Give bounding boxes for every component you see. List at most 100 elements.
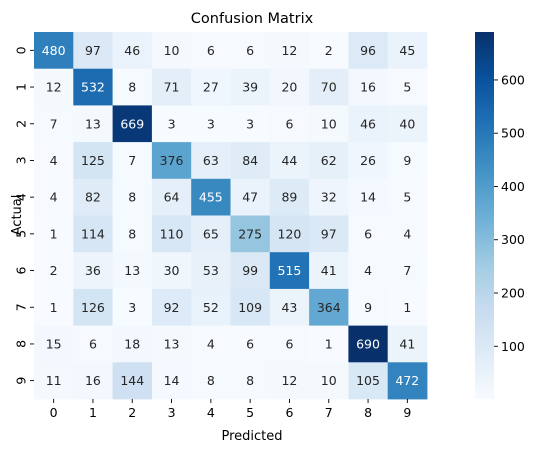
cell-value-label: 7 xyxy=(50,116,58,131)
chart-title: Confusion Matrix xyxy=(191,11,314,27)
heatmap-cell xyxy=(112,252,153,290)
heatmap-cell xyxy=(34,68,74,106)
heatmap-cell xyxy=(151,105,192,143)
y-axis-label: Actual xyxy=(10,195,25,236)
cell-value-label: 455 xyxy=(199,190,223,205)
cell-value-label: 46 xyxy=(360,116,376,131)
cell-value-label: 9 xyxy=(403,153,411,168)
cell-value-label: 4 xyxy=(207,336,215,351)
cell-value-label: 30 xyxy=(164,263,180,278)
heatmap-cell xyxy=(348,362,389,400)
y-tick-label: 3 xyxy=(14,156,29,164)
heatmap-cell xyxy=(151,215,192,253)
cell-value-label: 46 xyxy=(124,43,140,58)
heatmap-cell xyxy=(34,252,74,290)
cell-value-label: 65 xyxy=(203,226,219,241)
heatmap-cell xyxy=(73,32,113,70)
cell-value-label: 89 xyxy=(281,190,297,205)
cell-value-label: 8 xyxy=(207,373,215,388)
cell-value-label: 7 xyxy=(403,263,411,278)
heatmap-cell xyxy=(191,362,231,400)
cell-value-label: 376 xyxy=(160,153,184,168)
heatmap-cell xyxy=(34,362,74,400)
heatmap-cell xyxy=(112,68,153,106)
cell-value-label: 10 xyxy=(321,373,337,388)
heatmap-cell xyxy=(191,105,231,143)
heatmap-cell xyxy=(112,215,153,253)
heatmap-cell xyxy=(269,288,310,326)
cell-value-label: 10 xyxy=(321,116,337,131)
colorbar-tick-label: 400 xyxy=(501,179,525,194)
cell-value-label: 97 xyxy=(85,43,101,58)
heatmap-cell xyxy=(151,252,192,290)
heatmap-cell xyxy=(387,178,428,216)
cell-value-label: 71 xyxy=(164,80,180,95)
heatmap-cell xyxy=(348,215,389,253)
cell-value-label: 5 xyxy=(403,80,411,95)
cell-value-label: 40 xyxy=(399,116,415,131)
cell-value-label: 4 xyxy=(50,153,58,168)
heatmap-cell xyxy=(309,68,349,106)
heatmap-cell xyxy=(230,215,271,253)
cell-value-label: 105 xyxy=(356,373,380,388)
heatmap-cell xyxy=(348,105,389,143)
cell-value-label: 4 xyxy=(403,226,411,241)
cell-value-label: 16 xyxy=(360,80,376,95)
cell-value-label: 11 xyxy=(46,373,62,388)
cell-value-label: 15 xyxy=(46,336,62,351)
cell-value-label: 1 xyxy=(50,226,58,241)
cell-value-label: 8 xyxy=(246,373,254,388)
cell-value-label: 6 xyxy=(364,226,372,241)
heatmap-cell xyxy=(112,142,153,180)
cell-value-label: 144 xyxy=(120,373,144,388)
heatmap-cell xyxy=(348,142,389,180)
heatmap-cell xyxy=(230,288,271,326)
y-tick-label: 1 xyxy=(14,83,29,91)
heatmap-cell xyxy=(151,142,192,180)
x-axis-label: Predicted xyxy=(221,429,282,444)
heatmap-cell xyxy=(387,142,428,180)
heatmap-cell xyxy=(309,362,349,400)
cell-value-label: 47 xyxy=(242,190,258,205)
heatmap-cell xyxy=(387,68,428,106)
colorbar-tick-label: 100 xyxy=(501,339,525,354)
cell-value-label: 6 xyxy=(246,43,254,58)
heatmap-cell xyxy=(151,68,192,106)
heatmap-cell xyxy=(73,68,113,106)
heatmap-cell xyxy=(230,362,271,400)
cell-value-label: 32 xyxy=(321,190,337,205)
cell-value-label: 41 xyxy=(399,336,415,351)
heatmap-cell xyxy=(34,288,74,326)
heatmap-cell xyxy=(112,32,153,70)
cell-value-label: 20 xyxy=(281,80,297,95)
cell-value-label: 8 xyxy=(128,80,136,95)
cell-value-label: 6 xyxy=(285,116,293,131)
cell-value-label: 6 xyxy=(89,336,97,351)
x-tick-label: 1 xyxy=(89,405,97,420)
x-tick-label: 7 xyxy=(325,405,333,420)
heatmap-cell xyxy=(269,215,310,253)
heatmap-cell xyxy=(348,252,389,290)
y-tick-label: 4 xyxy=(14,193,29,201)
heatmap-cell xyxy=(269,252,310,290)
heatmap-cell xyxy=(34,32,74,70)
x-tick-label: 3 xyxy=(168,405,176,420)
heatmap-cell xyxy=(112,362,153,400)
cell-value-label: 364 xyxy=(317,300,341,315)
cell-value-label: 12 xyxy=(46,80,62,95)
cell-value-label: 82 xyxy=(85,190,101,205)
heatmap-cell xyxy=(387,105,428,143)
cell-value-label: 480 xyxy=(42,43,66,58)
cell-value-label: 1 xyxy=(325,336,333,351)
cell-value-label: 16 xyxy=(85,373,101,388)
heatmap-cell xyxy=(230,32,271,70)
heatmap-cell xyxy=(73,362,113,400)
y-tick-label: 2 xyxy=(14,120,29,128)
heatmap-cell xyxy=(34,325,74,363)
cell-value-label: 10 xyxy=(164,43,180,58)
heatmap-cell xyxy=(230,105,271,143)
cell-value-label: 4 xyxy=(364,263,372,278)
cell-value-label: 3 xyxy=(207,116,215,131)
cell-value-label: 275 xyxy=(238,226,262,241)
